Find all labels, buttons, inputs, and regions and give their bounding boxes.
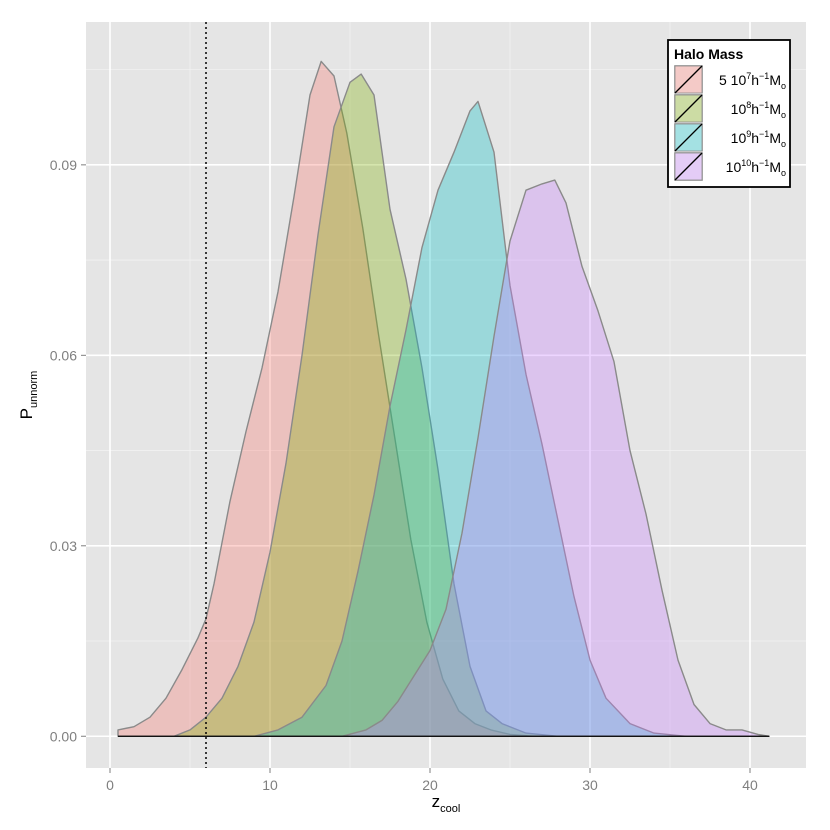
x-tick-label: 30: [582, 777, 598, 793]
legend-key-slash: [674, 123, 703, 152]
density-area-series-3: [253, 100, 687, 737]
x-axis-title: zcool: [432, 792, 461, 815]
y-axis-title: Punnorm: [17, 371, 40, 420]
legend-title: Halo Mass: [674, 46, 743, 62]
x-axis-ticks: 0 10 20 30 40: [106, 768, 758, 793]
legend-key-slash: [674, 94, 703, 123]
density-area-series-2: [173, 73, 559, 737]
y-tick-label: 0.00: [50, 728, 77, 744]
legend-item-1: 5 107h−1Mo: [673, 64, 786, 95]
y-tick-label: 0.06: [50, 347, 77, 363]
legend-key-slash: [674, 65, 703, 94]
x-axis-title-sub: cool: [440, 803, 460, 815]
x-tick-label: 40: [742, 777, 758, 793]
legend: Halo Mass 5 107h−1Mo 108h−1Mo 109h−1Mo 1010…: [667, 39, 791, 188]
legend-label: 1010h−1Mo: [726, 158, 786, 178]
x-tick-label: 10: [262, 777, 278, 793]
density-area-series-4: [341, 179, 770, 737]
y-axis-ticks: 0.00 0.03 0.06 0.09: [50, 157, 86, 744]
legend-item-3: 109h−1Mo: [673, 122, 786, 153]
legend-label: 109h−1Mo: [731, 129, 786, 149]
legend-item-4: 1010h−1Mo: [673, 151, 786, 182]
density-areas: [117, 60, 770, 737]
x-tick-label: 20: [422, 777, 438, 793]
legend-label: 5 107h−1Mo: [719, 71, 786, 91]
legend-key-slash: [674, 152, 703, 181]
x-tick-label: 0: [106, 777, 114, 793]
y-tick-label: 0.03: [50, 538, 77, 554]
legend-items: 5 107h−1Mo 108h−1Mo 109h−1Mo 1010h−1Mo: [673, 64, 786, 182]
y-axis-title-main: P: [17, 408, 36, 419]
legend-label: 108h−1Mo: [731, 100, 786, 120]
y-axis-title-sub: unnorm: [28, 371, 40, 408]
x-axis-title-main: z: [432, 792, 441, 811]
legend-item-2: 108h−1Mo: [673, 93, 786, 124]
y-tick-label: 0.09: [50, 157, 77, 173]
density-area-series-1: [117, 60, 535, 737]
